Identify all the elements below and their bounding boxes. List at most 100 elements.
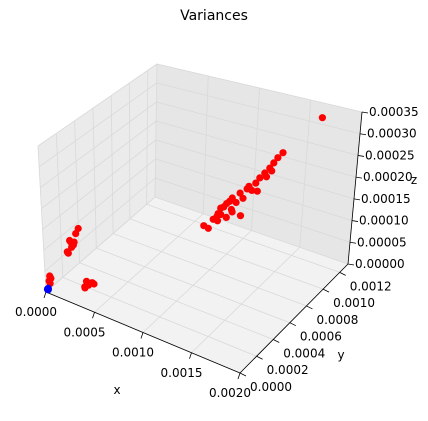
y-axis-line <box>239 263 349 374</box>
x-tick-mark <box>237 372 241 380</box>
grid-line-y-floor <box>129 218 324 290</box>
grid-line-z-back <box>156 82 361 135</box>
x-tick-label: 0.0005 <box>64 325 106 339</box>
grid-line-x-floor <box>142 230 252 333</box>
grid-line-y-left <box>37 145 47 293</box>
grid-line-y-floor <box>96 247 290 324</box>
scatter-point <box>270 159 278 167</box>
scatter-point <box>245 182 253 190</box>
x-tick-label: 0.0000 <box>15 305 57 319</box>
y-tick-mark <box>339 272 346 276</box>
scatter-point <box>274 154 282 162</box>
scatter-point <box>239 194 247 202</box>
z-tick-label: 0.00030 <box>367 127 417 141</box>
y-tick-label: 0.0008 <box>316 313 358 327</box>
grid-line-x-back <box>202 75 209 214</box>
x-tick-label: 0.0020 <box>209 386 251 400</box>
grid-line-y-left <box>74 120 80 263</box>
scatter-point <box>204 224 212 232</box>
scatter-point <box>220 203 228 211</box>
z-tick-mark <box>347 263 355 266</box>
scatter-point <box>66 238 75 246</box>
grid-line-z-back <box>156 101 359 156</box>
grid-line-x-back <box>251 87 260 231</box>
scatter-point <box>213 217 222 225</box>
scatter-point <box>262 173 271 181</box>
grid-line-z-left <box>37 63 158 147</box>
scatter-point <box>63 248 71 256</box>
grid-line-y-left <box>92 108 97 249</box>
scatter-point <box>225 197 234 205</box>
grid-line-z-back <box>156 63 363 113</box>
y-tick-label: 0.0012 <box>350 279 392 293</box>
y-tick-label: 0.0002 <box>267 363 309 377</box>
grid-line-y-left <box>146 70 149 205</box>
x-tick-label: 0.0015 <box>161 366 203 380</box>
y-tick-label: 0.0004 <box>283 346 325 360</box>
grid-line-y-floor <box>79 262 274 340</box>
grid-line-z-back <box>155 177 351 243</box>
x-tick-mark <box>189 352 192 359</box>
z-tick-mark <box>351 220 359 222</box>
grid-line-y-floor <box>146 203 340 273</box>
grid-line-x-back <box>299 99 312 248</box>
grid-line-x-floor <box>191 246 301 354</box>
scatter-point <box>232 198 240 207</box>
scatter-point <box>252 179 260 187</box>
scatter-point <box>279 149 287 157</box>
y-tick-mark <box>322 288 330 293</box>
scatter-point <box>74 224 82 233</box>
x-tick-mark <box>92 312 95 319</box>
y-tick-label: 0.0006 <box>300 330 342 344</box>
y-tick-mark <box>289 322 297 327</box>
y-axis-label: y <box>337 348 344 362</box>
grid-line-z-left <box>43 158 156 251</box>
z-tick-label: 0.00015 <box>361 192 411 206</box>
scatter-point <box>253 187 261 195</box>
grid-line-z-left <box>44 177 156 272</box>
grid-line-x-floor <box>94 213 204 313</box>
grid-line-x-back <box>154 63 158 198</box>
chart-title: Variances <box>180 8 248 24</box>
z-tick-mark <box>349 241 357 244</box>
grid-line-y-floor <box>112 233 307 307</box>
z-tick-label: 0.00025 <box>365 148 415 162</box>
scatter-point <box>236 212 245 220</box>
scatter-point <box>268 167 276 175</box>
y-tick-mark <box>239 372 247 377</box>
grid-line-y-left <box>110 95 114 234</box>
grid-line-z-left <box>41 120 157 209</box>
scatter-point <box>256 174 264 182</box>
grid-line-y-left <box>55 133 64 278</box>
z-tick-mark <box>361 111 369 114</box>
scatter-point <box>44 285 52 293</box>
scatter-point <box>88 279 96 287</box>
y-tick-mark <box>256 355 263 360</box>
y-tick-mark <box>273 339 280 343</box>
z-axis-line <box>347 111 363 265</box>
scatter-point <box>227 205 235 214</box>
scatter-point <box>82 277 91 285</box>
scatter-point <box>222 213 230 221</box>
z-tick-mark <box>357 155 365 157</box>
grid-line-z-back <box>155 139 355 200</box>
z-tick-label: 0.00020 <box>363 170 413 184</box>
grid-line-z-left <box>40 101 157 189</box>
x-tick-mark <box>43 291 47 299</box>
scatter-point <box>318 114 326 122</box>
grid-line-y-floor <box>62 277 257 357</box>
z-tick-label: 0.00000 <box>355 257 405 271</box>
x-tick-mark <box>140 332 144 339</box>
grid-line-z-back <box>156 120 357 178</box>
z-tick-mark <box>353 198 361 201</box>
y-tick-label: 0.0000 <box>250 380 292 394</box>
y-tick-mark <box>306 305 313 310</box>
z-tick-mark <box>355 176 363 179</box>
grid-line-z-back <box>154 196 349 265</box>
scatter-point <box>81 284 89 292</box>
z-axis-label: z <box>411 173 417 187</box>
scatter-point <box>46 272 54 280</box>
z-tick-label: 0.00005 <box>357 235 407 249</box>
